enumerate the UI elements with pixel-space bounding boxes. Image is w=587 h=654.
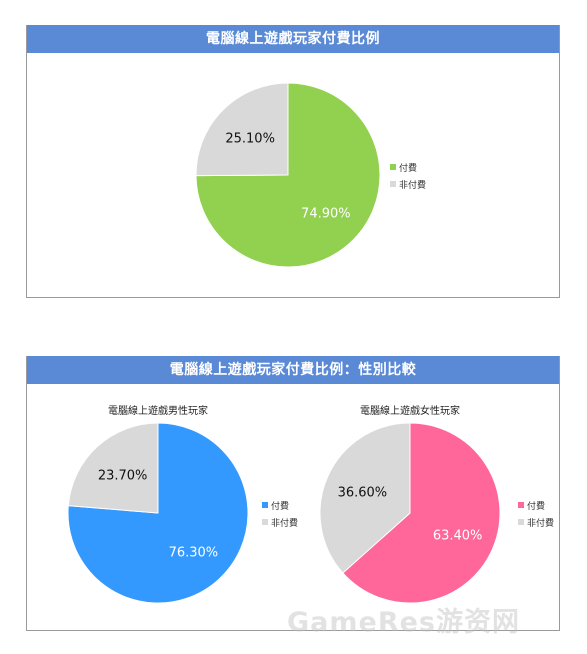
legend-swatch (518, 502, 524, 508)
pie-slice-paid (342, 422, 501, 604)
chart-subtitle: 電腦線上遊戲女性玩家 (360, 404, 460, 417)
legend-entry: 非付費 (527, 517, 554, 529)
legend-swatch (262, 519, 268, 525)
data-label: 23.70% (98, 469, 148, 484)
data-label: 63.40% (433, 528, 483, 543)
data-label: 25.10% (225, 131, 275, 146)
data-label: 74.90% (301, 207, 351, 222)
legend-entry: 付費 (271, 500, 289, 512)
legend-entry: 付費 (399, 162, 417, 174)
chart-title: 電腦線上遊戲玩家付費比例：性別比較 (27, 356, 559, 384)
chart-title: 電腦線上遊戲玩家付費比例 (27, 25, 559, 53)
legend-swatch (390, 181, 396, 187)
chart-subtitle: 電腦線上遊戲男性玩家 (108, 404, 208, 417)
pie-slice-unpaid (67, 422, 159, 514)
data-label: 36.60% (338, 486, 388, 501)
legend-swatch (518, 519, 524, 525)
legend-entry: 非付費 (399, 179, 426, 191)
legend-entry: 付費 (527, 500, 545, 512)
pie-slice-unpaid (319, 422, 411, 574)
legend-entry: 非付費 (271, 517, 298, 529)
pie-slice-unpaid (195, 82, 289, 177)
legend-swatch (390, 164, 396, 170)
pie-slice-paid (195, 82, 381, 268)
data-label: 76.30% (169, 545, 219, 560)
legend-swatch (262, 502, 268, 508)
watermark: GameRes游资网 (287, 607, 521, 638)
